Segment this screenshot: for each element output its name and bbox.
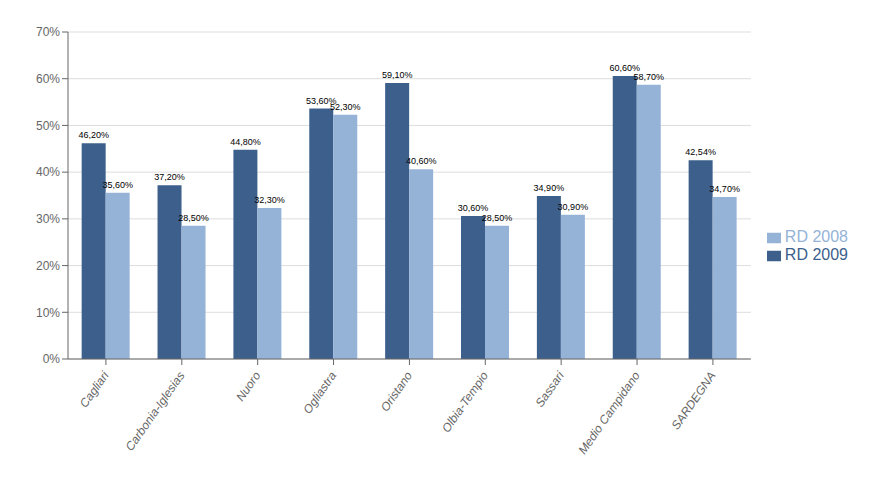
html-text:RD 2008: RD 2008 (784, 228, 848, 245)
svg-text:28,50%: 28,50% (178, 213, 209, 223)
html-text:RD 2009: RD 2009 (784, 246, 848, 263)
svg-text:Cagliari: Cagliari (77, 369, 112, 411)
svg-text:50%: 50% (36, 119, 60, 133)
svg-text:Nuoro: Nuoro (233, 369, 263, 404)
svg-text:Medio Campidano: Medio Campidano (575, 369, 643, 457)
svg-text:Olbia-Tempio: Olbia-Tempio (439, 369, 491, 435)
svg-text:70%: 70% (36, 25, 60, 39)
svg-text:40,60%: 40,60% (406, 156, 437, 166)
svg-text:37,20%: 37,20% (154, 172, 185, 182)
svg-text:0%: 0% (43, 352, 61, 366)
svg-text:30,60%: 30,60% (458, 203, 489, 213)
svg-text:10%: 10% (36, 306, 60, 320)
svg-text:35,60%: 35,60% (102, 180, 133, 190)
svg-text:60,60%: 60,60% (609, 62, 640, 73)
svg-text:60%: 60% (36, 72, 60, 86)
svg-text:Sassari: Sassari (532, 369, 567, 410)
svg-text:46,20%: 46,20% (78, 130, 109, 140)
svg-text:34,90%: 34,90% (534, 183, 565, 193)
svg-text:40%: 40% (36, 165, 60, 179)
svg-text:44,80%: 44,80% (230, 137, 261, 147)
svg-text:Carbonia-Iglesias: Carbonia-Iglesias (123, 369, 188, 454)
svg-text:52,30%: 52,30% (330, 102, 361, 112)
svg-text:59,10%: 59,10% (382, 70, 413, 80)
svg-text:30,90%: 30,90% (558, 202, 589, 212)
svg-text:28,50%: 28,50% (482, 213, 513, 223)
svg-text:32,30%: 32,30% (254, 195, 285, 205)
svg-text:Oristano: Oristano (378, 369, 416, 414)
svg-text:42,54%: 42,54% (685, 147, 716, 157)
svg-text:20%: 20% (36, 259, 60, 273)
svg-text:34,70%: 34,70% (709, 184, 740, 194)
svg-text:53,60%: 53,60% (306, 95, 337, 106)
svg-text:SARDEGNA: SARDEGNA (669, 369, 719, 432)
svg-text:Ogliastra: Ogliastra (300, 369, 339, 417)
svg-text:58,70%: 58,70% (633, 72, 664, 82)
svg-text:30%: 30% (36, 212, 60, 226)
